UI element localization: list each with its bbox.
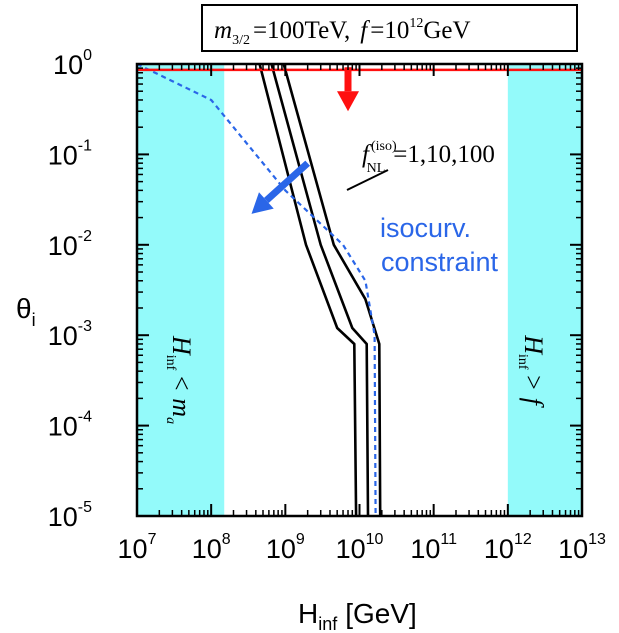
x-tick-label: 109 [266, 531, 305, 564]
x-axis-label-main: H [298, 598, 318, 629]
svg-text:m3/2=100TeV,f=1012GeV: m3/2 =100TeV, f =1012GeV [214, 16, 471, 48]
y-tick-label: 10-1 [48, 137, 92, 170]
x-tick-label: 107 [118, 531, 157, 564]
x-axis-label-unit: [GeV] [345, 598, 417, 629]
fnl-sub: NL [367, 161, 386, 176]
y-axis-label-main: θ [16, 293, 32, 324]
title-f-exp: 12 [409, 16, 423, 31]
y-tick-label: 100 [53, 47, 92, 80]
x-axis-label-sub: inf [318, 614, 338, 633]
region-left-H: H [167, 335, 196, 356]
title-box: m3/2 =100TeV, f =1012GeV [201, 4, 578, 52]
fnl-annotation: f (iso) NL =1,10,100 [346, 139, 495, 191]
fnl-sup: (iso) [371, 139, 397, 154]
excluded-region-right [507, 64, 582, 516]
region-label-right: Hinf > f [515, 334, 548, 408]
y-tick-label: 10-3 [48, 318, 92, 351]
svg-text:Hinf> f: Hinf > f [515, 334, 548, 408]
y-axis-label-sub: i [32, 310, 36, 330]
arrow-blue-head [251, 192, 274, 214]
title-f-unit: GeV [423, 17, 470, 44]
title-m-sub: 3/2 [232, 33, 250, 48]
svg-text:Hinf< ma: Hinf < ma [163, 335, 196, 424]
x-tick-label: 108 [192, 531, 231, 564]
title-m-value: =100TeV, [253, 17, 350, 44]
fnl-curve-2 [270, 64, 370, 516]
isocurv-label-line1: isocurv. [380, 213, 471, 243]
x-tick-label: 1013 [558, 531, 606, 564]
y-tick-label: 10-5 [48, 499, 92, 532]
x-tick-label: 1010 [336, 531, 384, 564]
arrow-blue-shaft [264, 160, 311, 204]
region-right-H: H [519, 334, 548, 355]
fnl-leader-line [346, 169, 389, 191]
y-tick-label: 10-4 [48, 409, 92, 442]
region-left-rel-sub: a [163, 417, 178, 424]
arrow-red-head [337, 91, 360, 112]
title-f-symbol: f [360, 17, 370, 44]
svg-text:f(iso)NL=1,10,100: f (iso) NL =1,10,100 [362, 139, 495, 176]
isocurvature-constraint-line [137, 64, 377, 516]
y-axis-label: θi [16, 293, 36, 330]
fnl-symbol: f [362, 141, 372, 168]
fnl-values: =1,10,100 [393, 141, 495, 168]
fnl-curve-1 [258, 64, 358, 516]
title-m-symbol: m [214, 17, 232, 44]
excluded-region-left [137, 64, 225, 516]
region-label-left: Hinf < ma [163, 335, 196, 424]
x-tick-label: 1011 [410, 531, 457, 564]
region-right-sub: inf [515, 354, 530, 370]
region-left-sub: inf [163, 355, 178, 371]
x-axis-label: Hinf [GeV] [298, 598, 417, 633]
x-tick-label: 1012 [484, 531, 532, 564]
fnl-curve-3 [282, 64, 382, 516]
region-right-rel: > f [519, 374, 548, 409]
title-f-value: =10 [370, 17, 409, 44]
region-left-rel: < m [167, 374, 196, 417]
isocurv-label-line2: constraint [381, 247, 499, 277]
y-tick-label: 10-2 [48, 228, 92, 261]
